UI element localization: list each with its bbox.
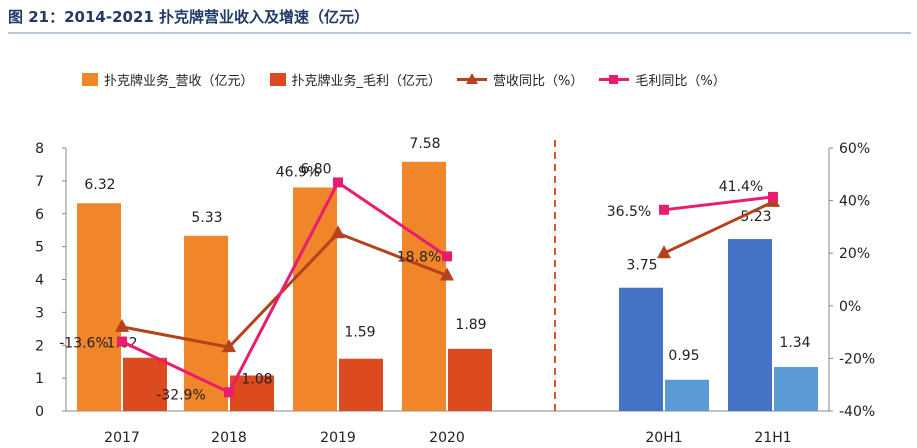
data-label-revenue-20H1: 3.75 [626,258,657,274]
bar-gross-profit-20H1 [665,379,709,411]
data-label-gp-yoy-2019: 46.9% [276,164,320,180]
data-label-revenue-2017: 6.32 [84,177,115,193]
revenue-yoy-marker-20H1 [657,245,671,259]
y-right-tick-label: 40% [839,194,870,210]
x-tick-label: 2019 [320,430,356,446]
gp-yoy-marker-20H1 [659,204,669,215]
revenue-yoy-marker-2020 [440,267,454,281]
bar-gross-profit-21H1 [774,366,818,411]
x-tick-label: 2018 [211,430,247,446]
x-tick-label: 2020 [429,430,465,446]
gp-yoy-marker-2019 [333,177,343,188]
y-right-tick-label: 20% [839,246,870,262]
gp-yoy-line [121,180,448,394]
bar-revenue-2017 [77,203,121,411]
data-label-gross-profit-20H1: 0.95 [668,348,699,364]
gp-yoy-marker-2020 [442,251,452,262]
y-left-tick-label: 3 [35,305,44,321]
data-label-revenue-2018: 5.33 [191,210,222,226]
bar-gross-profit-2019 [339,358,383,411]
y-left-tick-label: 8 [35,141,44,157]
data-label-gross-profit-21H1: 1.34 [779,335,810,351]
legend-label-revenue-yoy: 营收同比（%） [493,74,584,89]
y-right-tick-label: -20% [839,351,875,367]
y-left-tick-label: 7 [35,174,44,190]
bar-gross-profit-2020 [448,348,492,411]
y-left-tick-label: 5 [35,240,44,256]
legend-item-revenue-yoy: 营收同比（%） [457,70,583,89]
y-right-tick-label: 60% [839,141,870,157]
y-right-tick-label: -40% [839,404,875,420]
bar-revenue-20H1 [619,287,663,411]
y-left-tick-label: 2 [35,338,44,354]
legend-label-gp-yoy: 毛利同比（%） [635,74,726,89]
bar-revenue-2020 [402,161,446,411]
gp-yoy-marker-2018 [224,387,234,398]
legend-item-revenue: 扑克牌业务_营收（亿元） [82,70,254,89]
y-right-tick-label: 0% [839,299,861,315]
bar-gross-profit-2017 [123,357,167,411]
data-label-gp-yoy-20H1: 36.5% [607,204,651,220]
legend-label-gross-profit: 扑克牌业务_毛利（亿元） [291,74,442,89]
x-tick-label: 21H1 [754,430,791,446]
bar-revenue-21H1 [728,239,772,411]
revenue-yoy-line [663,200,774,255]
gp-yoy-marker-2017 [117,336,127,347]
bar-revenue-2018 [184,235,228,411]
legend-swatch-revenue [82,73,98,86]
gp-yoy-marker-21H1 [768,191,778,202]
gp-yoy-line [663,195,774,212]
bar-revenue-2019 [293,187,337,411]
data-label-gross-profit-2018: 1.08 [241,371,272,387]
x-tick-label: 20H1 [645,430,682,446]
data-label-gp-yoy-2020: 18.8% [397,249,441,265]
legend-label-revenue: 扑克牌业务_营收（亿元） [104,74,254,89]
legend-swatch-gross-profit [269,73,286,86]
data-label-gp-yoy-2018: -32.9% [156,387,206,403]
x-tick-label: 2017 [104,430,140,446]
legend-line-gp-yoy [599,73,630,86]
data-label-gross-profit-2020: 1.89 [455,317,486,333]
y-left-tick-label: 0 [35,404,44,420]
data-label-gross-profit-2019: 1.59 [344,325,375,341]
data-label-revenue-2019: 6.80 [300,161,331,177]
chart-legend: 扑克牌业务_营收（亿元） 扑克牌业务_毛利（亿元） 营收同比（%） 毛利同比（%… [82,70,742,89]
data-label-gp-yoy-21H1: 41.4% [719,179,763,195]
legend-item-gp-yoy: 毛利同比（%） [599,70,726,89]
figure-title: 图 21：2014-2021 扑克牌营业收入及增速（亿元） [8,8,370,26]
title-divider [8,32,911,34]
data-label-revenue-2020: 7.58 [409,136,440,152]
y-left-tick-label: 1 [35,371,44,387]
data-label-gp-yoy-2017: -13.6% [59,336,109,352]
y-left-tick-label: 4 [35,273,44,289]
legend-item-gross-profit: 扑克牌业务_毛利（亿元） [269,70,442,89]
revenue-yoy-marker-2018 [222,339,236,353]
revenue-yoy-marker-2017 [115,318,129,332]
bar-gross-profit-2018 [230,375,274,411]
y-left-tick-label: 6 [35,207,44,223]
legend-line-revenue-yoy [457,73,488,86]
revenue-yoy-marker-2019 [331,225,345,239]
